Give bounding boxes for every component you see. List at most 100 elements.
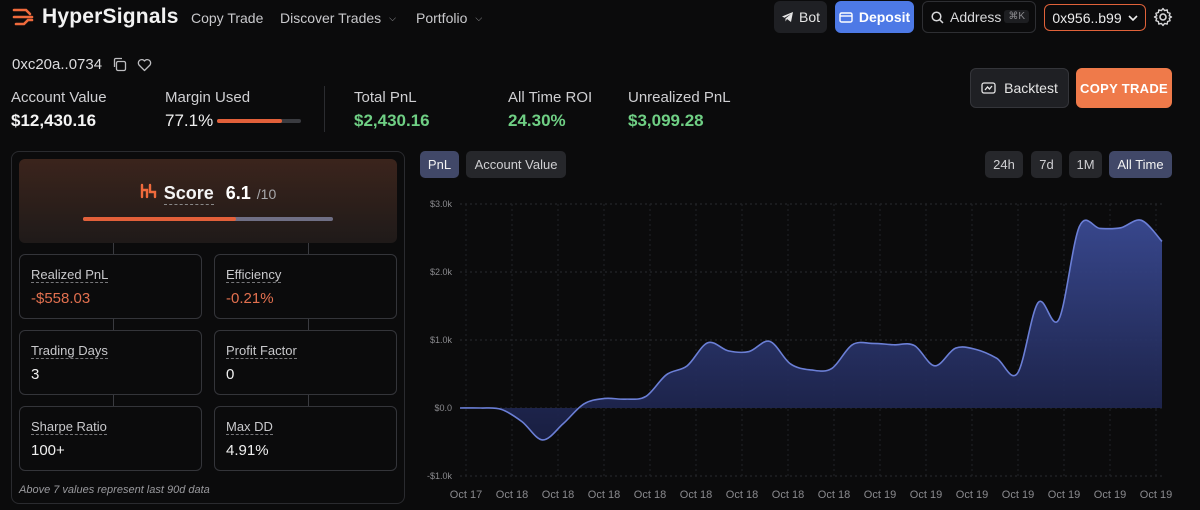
heart-icon[interactable]	[137, 58, 152, 72]
range-7d[interactable]: 7d	[1031, 151, 1062, 178]
connector-line	[113, 243, 114, 255]
tab-label: All Time	[1117, 157, 1164, 172]
tab-label: Account Value	[474, 157, 558, 172]
margin-progress-fill	[217, 119, 282, 123]
pnl-area-chart: $3.0k $2.0k $1.0k $0.0 -$1.0k Oct 17 Oct 18 Oct…	[427, 199, 1172, 501]
x-tick-label: Oct 18	[496, 489, 528, 501]
metric-trading-days: Trading Days 3	[19, 330, 202, 395]
settings-button[interactable]	[1153, 7, 1173, 32]
stat-label: Total PnL	[354, 89, 417, 106]
nav-portfolio[interactable]: Portfolio ⌵	[416, 10, 482, 26]
x-tick-label: Oct 18	[588, 489, 620, 501]
backtest-button[interactable]: Backtest	[970, 68, 1069, 108]
connector-line	[308, 395, 309, 407]
metric-value: 4.91%	[226, 442, 269, 459]
range-all-time[interactable]: All Time	[1109, 151, 1172, 178]
score-logo-icon	[140, 183, 156, 199]
metric-value: 0	[226, 366, 235, 383]
wallet-dropdown[interactable]: 0x956..b99	[1044, 4, 1146, 31]
y-tick-label: $2.0k	[430, 267, 453, 277]
chevron-down-icon: ⌵	[475, 12, 483, 23]
account-value-stat: Account Value $12,430.16	[11, 89, 107, 131]
stat-label: Unrealized PnL	[628, 89, 731, 106]
tab-label: 24h	[993, 157, 1015, 172]
metric-value: -0.21%	[226, 290, 274, 307]
metric-realized-pnl: Realized PnL -$558.03	[19, 254, 202, 319]
unrealized-pnl-stat: Unrealized PnL $3,099.28	[628, 89, 731, 131]
stat-value: $3,099.28	[628, 111, 704, 130]
total-pnl-stat: Total PnL $2,430.16	[354, 89, 430, 131]
range-24h[interactable]: 24h	[985, 151, 1023, 178]
metric-label: Sharpe Ratio	[31, 419, 107, 435]
divider	[324, 86, 325, 132]
telegram-icon	[781, 12, 793, 22]
x-tick-label: Oct 19	[1002, 489, 1034, 501]
nav-link-label: Portfolio	[416, 10, 468, 26]
score-progress-bar	[83, 217, 333, 221]
stat-label: Margin Used	[165, 89, 251, 106]
bot-button[interactable]: Bot	[774, 1, 827, 33]
metric-value: 3	[31, 366, 40, 383]
x-tick-label: Oct 19	[864, 489, 896, 501]
connector-line	[113, 319, 114, 331]
tab-label: PnL	[427, 157, 452, 172]
metrics-footnote: Above 7 values represent last 90d data	[19, 484, 210, 496]
stat-label: All Time ROI	[508, 89, 593, 106]
tab-label: 7d	[1039, 157, 1054, 172]
score-value: 6.1	[225, 183, 251, 203]
chevron-down-icon: ⌵	[389, 12, 396, 23]
metric-max-dd: Max DD 4.91%	[214, 406, 397, 471]
range-1m[interactable]: 1M	[1069, 151, 1102, 178]
metric-label: Trading Days	[31, 343, 108, 359]
keyboard-shortcut: ⌘K	[1004, 10, 1029, 23]
series-line	[459, 219, 1163, 441]
bot-label: Bot	[798, 9, 820, 25]
copy-trade-button[interactable]: COPY TRADE	[1076, 68, 1172, 108]
address-search-input[interactable]: Address ⌘K	[922, 1, 1036, 33]
tab-account-value[interactable]: Account Value	[466, 151, 566, 178]
metric-profit-factor: Profit Factor 0	[214, 330, 397, 395]
chevron-down-icon	[1128, 14, 1138, 21]
nav-discover-trades[interactable]: Discover Trades ⌵	[280, 10, 396, 26]
connector-line	[308, 243, 309, 255]
copy-icon[interactable]	[112, 57, 127, 72]
nav-link-label: Copy Trade	[191, 10, 264, 26]
x-tick-label: Oct 19	[910, 489, 942, 501]
metric-efficiency: Efficiency -0.21%	[214, 254, 397, 319]
margin-used-stat: Margin Used 77.1%	[165, 89, 302, 131]
score-label: Score	[163, 183, 214, 205]
wallet-address: 0x956..b99	[1052, 9, 1122, 26]
connector-line	[113, 395, 114, 407]
y-tick-label: $3.0k	[430, 199, 453, 209]
x-tick-label: Oct 19	[1140, 489, 1172, 501]
metric-label: Max DD	[226, 419, 273, 435]
x-tick-label: Oct 19	[1094, 489, 1126, 501]
x-tick-label: Oct 18	[680, 489, 712, 501]
metric-label: Profit Factor	[226, 343, 297, 359]
margin-progress-bar	[217, 119, 302, 123]
deposit-label: Deposit	[858, 9, 911, 25]
x-tick-label: Oct 18	[726, 489, 758, 501]
tab-pnl[interactable]: PnL	[420, 151, 459, 178]
copy-trade-label: COPY TRADE	[1080, 80, 1168, 96]
x-tick-label: Oct 19	[1048, 489, 1080, 501]
nav-copy-trade[interactable]: Copy Trade	[191, 10, 263, 26]
top-nav: HyperSignals Copy Trade Discover Trades …	[0, 0, 1200, 36]
gear-icon	[1153, 7, 1173, 27]
stat-value: $2,430.16	[354, 111, 430, 130]
metric-value: -$558.03	[31, 290, 91, 307]
nav-link-label: Discover Trades	[280, 10, 382, 26]
address-placeholder: Address	[950, 9, 1002, 25]
y-tick-label: $0.0	[434, 403, 452, 413]
brand-logo[interactable]: HyperSignals	[12, 5, 179, 29]
trader-score-panel	[11, 151, 405, 504]
hypersignals-logo-icon	[12, 8, 34, 26]
series-area-fill	[460, 219, 1162, 440]
deposit-button[interactable]: Deposit	[835, 1, 914, 33]
x-tick-label: Oct 18	[634, 489, 666, 501]
score-denominator: /10	[256, 186, 277, 202]
trader-address: 0xc20a..0734	[12, 56, 103, 73]
metric-label: Efficiency	[226, 267, 282, 283]
x-tick-label: Oct 18	[818, 489, 850, 501]
x-tick-label: Oct 18	[772, 489, 804, 501]
